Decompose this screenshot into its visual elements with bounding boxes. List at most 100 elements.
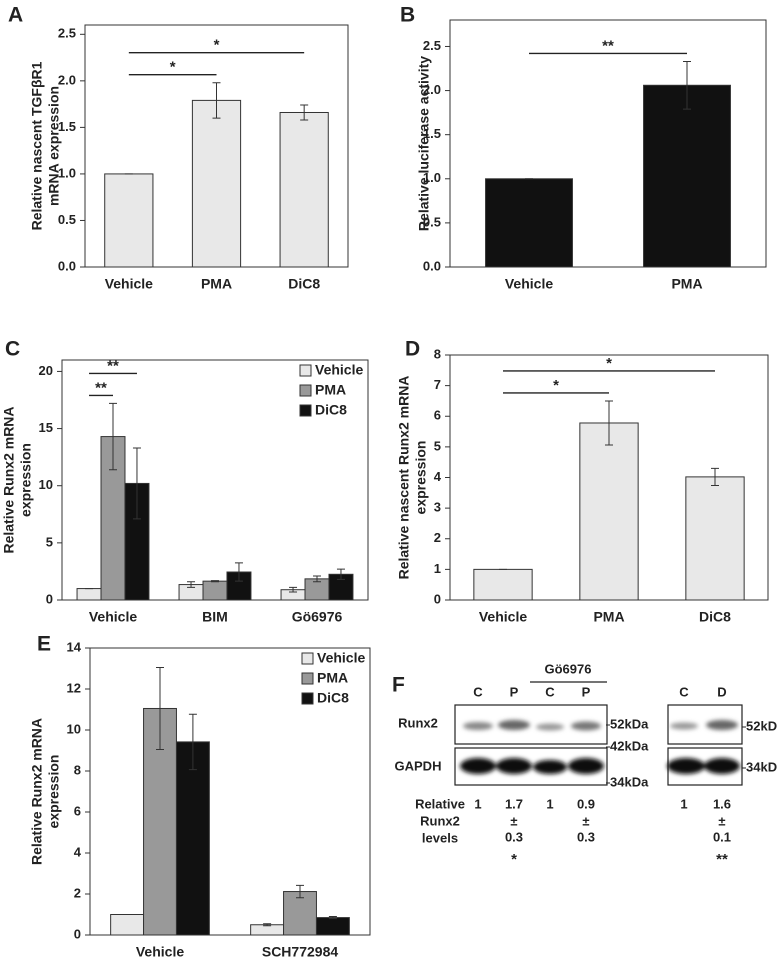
y-tick-label: 10: [67, 721, 81, 736]
plot-frame: [89, 647, 371, 936]
legend-label: PMA: [315, 382, 346, 398]
band: [463, 722, 493, 730]
level-pm: ±: [510, 813, 517, 828]
band: [670, 722, 698, 730]
x-tick-label: Vehicle: [479, 609, 527, 625]
lane-label: P: [582, 684, 591, 699]
y-tick-label: 6: [74, 803, 81, 818]
x-tick-label: PMA: [671, 276, 702, 292]
plot-frame: [449, 19, 767, 268]
bar: [191, 99, 242, 268]
legend-label: DiC8: [317, 690, 349, 706]
error-bar: [263, 923, 272, 927]
x-tick-label: Vehicle: [105, 276, 153, 292]
x-tick-label: Gö6976: [292, 609, 343, 625]
y-tick-label: 20: [39, 363, 53, 378]
y-axis-label: Relative luciferase activity: [416, 56, 432, 231]
y-tick-label: 0: [74, 926, 81, 941]
panel-label: C: [5, 338, 20, 361]
panel-label: E: [37, 633, 51, 656]
y-tick-label: 6: [434, 408, 441, 423]
lane-label: C: [545, 684, 555, 699]
error-bar: [234, 562, 243, 582]
lane-label: C: [473, 684, 483, 699]
y-tick-label: 12: [67, 680, 81, 695]
x-tick-label: PMA: [593, 609, 624, 625]
band: [568, 758, 604, 774]
band: [571, 721, 601, 731]
y-axis-label: Relative nascent TGFβR1: [29, 61, 45, 230]
significance-label: **: [602, 37, 614, 54]
row-label: Runx2: [398, 715, 438, 730]
y-axis-label: expression: [18, 443, 34, 517]
levels-label: Relative: [415, 796, 465, 811]
level-sd: 0.1: [713, 829, 731, 844]
marker-label: 42kDa: [610, 738, 649, 753]
y-tick-label: 4: [434, 469, 442, 484]
bar: [685, 476, 745, 601]
y-tick-label: 8: [434, 346, 441, 361]
lane-label: P: [510, 684, 519, 699]
level-significance: **: [716, 851, 728, 868]
level-significance: *: [511, 851, 517, 868]
y-tick-label: 0.5: [58, 212, 76, 227]
x-tick-label: Vehicle: [89, 609, 137, 625]
error-bar: [156, 666, 164, 750]
band: [536, 723, 564, 731]
y-tick-label: 0.5: [423, 214, 441, 229]
y-tick-label: 4: [74, 844, 82, 859]
y-axis-label: expression: [46, 755, 62, 829]
band: [498, 720, 530, 730]
legend-label: Vehicle: [317, 650, 365, 666]
bar: [485, 178, 573, 268]
bar: [283, 891, 317, 936]
band: [706, 720, 738, 730]
y-tick-label: 2: [74, 885, 81, 900]
error-bar: [187, 581, 196, 588]
y-tick-label: 2.0: [423, 82, 441, 97]
significance-label: **: [95, 379, 107, 396]
y-tick-label: 2: [434, 530, 441, 545]
level-sd: 0.3: [577, 829, 595, 844]
bar: [110, 914, 145, 936]
significance-label: **: [107, 357, 119, 374]
error-bar: [132, 447, 141, 520]
error-bar: [605, 400, 613, 446]
bar: [250, 924, 285, 936]
y-axis-label: expression: [413, 441, 429, 515]
band: [496, 758, 532, 774]
y-tick-label: 1: [434, 561, 441, 576]
significance-label: *: [553, 377, 559, 394]
y-tick-label: 15: [39, 420, 53, 435]
bar: [315, 917, 350, 936]
y-tick-label: 14: [67, 639, 82, 654]
legend-swatch: [301, 692, 314, 705]
y-tick-label: 10: [39, 477, 53, 492]
legend-label: Vehicle: [315, 362, 363, 378]
legend-swatch: [299, 364, 312, 377]
y-tick-label: 2.5: [58, 26, 76, 41]
y-tick-label: 7: [434, 377, 441, 392]
x-tick-label: PMA: [201, 276, 232, 292]
x-tick-label: Vehicle: [505, 276, 553, 292]
treatment-label: Gö6976: [545, 661, 592, 676]
marker-label: 34kDa: [746, 759, 777, 774]
y-tick-label: 5: [434, 438, 441, 453]
y-tick-label: 0.0: [58, 258, 76, 273]
error-bar: [683, 60, 691, 110]
y-tick-label: 0: [434, 591, 441, 606]
y-tick-label: 8: [74, 762, 81, 777]
blot-bands: [460, 720, 740, 774]
significance-label: *: [214, 37, 220, 54]
y-tick-label: 1.0: [58, 165, 76, 180]
error-bar: [109, 402, 117, 471]
bar: [643, 84, 731, 268]
marker-label: 34kDa: [610, 774, 649, 789]
marker-label: 52kDa: [746, 718, 777, 733]
error-bar: [296, 884, 304, 899]
level-value: 1: [474, 796, 481, 811]
panel-label: F: [392, 674, 405, 697]
y-axis-label: Relative nascent Runx2 mRNA: [396, 376, 412, 580]
error-bar: [212, 82, 221, 119]
y-tick-label: 2.0: [58, 72, 76, 87]
